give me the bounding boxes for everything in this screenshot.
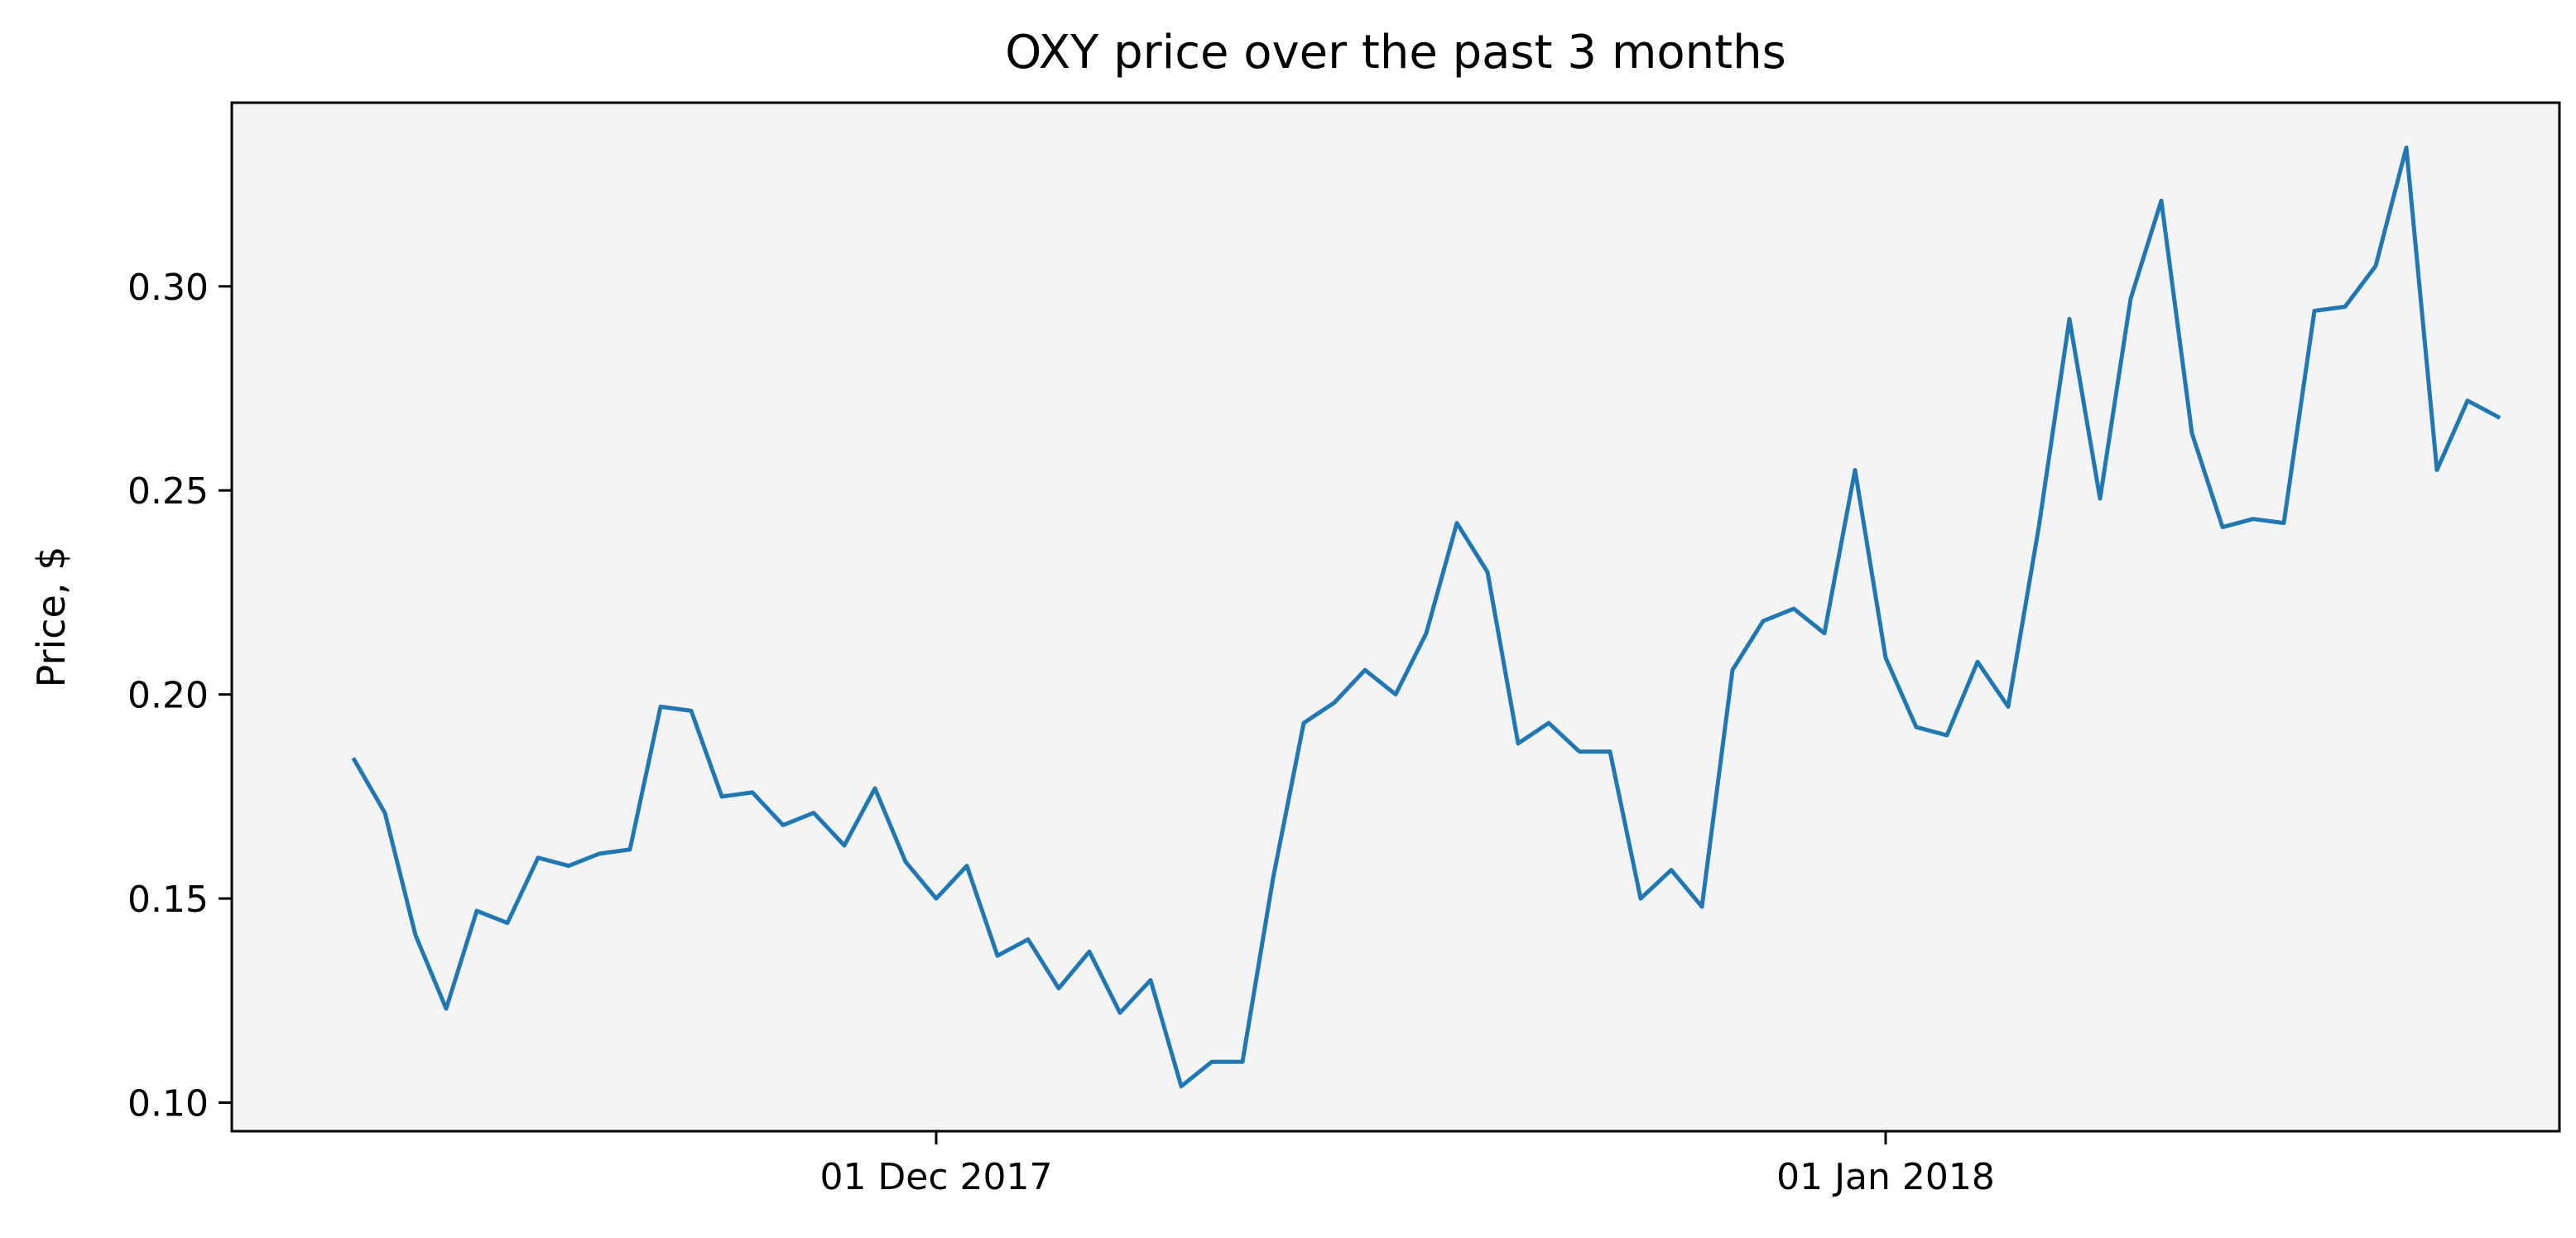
y-tick-label: 0.25 <box>127 470 209 513</box>
y-axis-ticks: 0.10 0.15 0.20 0.25 0.30 <box>127 267 232 1125</box>
x-tick-label: 01 Dec 2017 <box>819 1156 1052 1198</box>
x-axis-ticks: 01 Dec 2017 01 Jan 2018 <box>819 1131 1995 1198</box>
chart-title: OXY price over the past 3 months <box>1005 26 1786 79</box>
price-line <box>351 145 2502 1089</box>
y-tick-label: 0.10 <box>127 1083 209 1125</box>
y-tick-label: 0.20 <box>127 675 209 717</box>
y-axis-label: Price, $ <box>29 547 74 688</box>
y-tick-label: 0.15 <box>127 879 209 921</box>
plot-frame <box>230 101 2561 1133</box>
y-tick-label: 0.30 <box>127 267 209 309</box>
x-tick-label: 01 Jan 2018 <box>1776 1156 1995 1198</box>
plot-area <box>232 103 2559 1131</box>
